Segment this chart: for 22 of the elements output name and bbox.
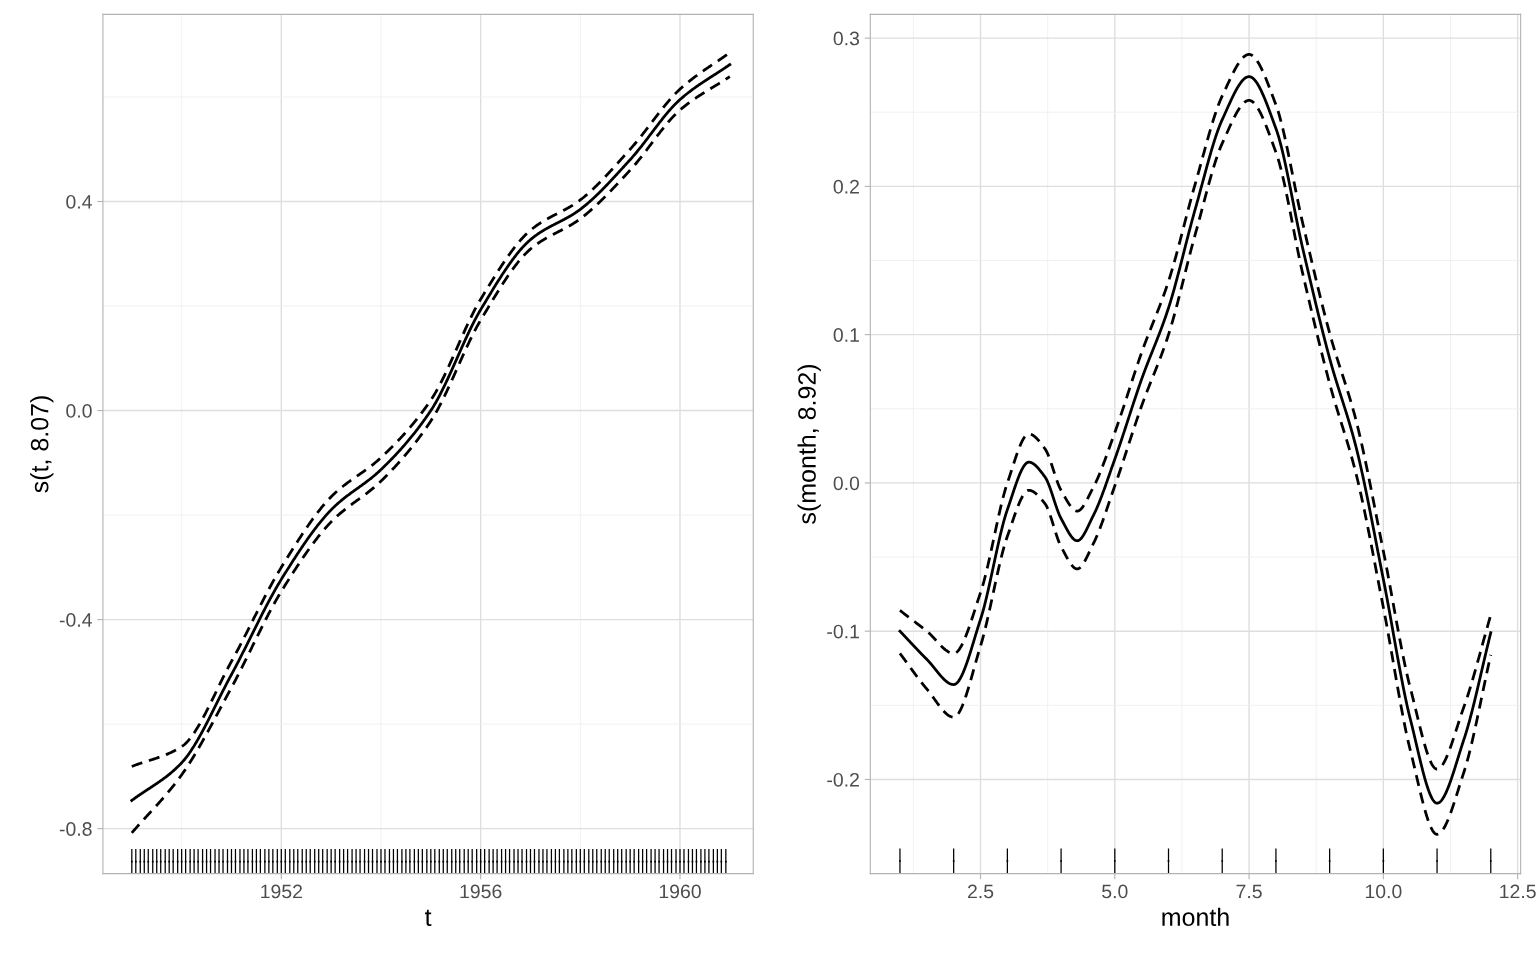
y-tick-label: -0.4 (59, 613, 92, 627)
y-tick-label: -0.2 (827, 772, 859, 787)
x-tick-label: 1952 (261, 884, 302, 899)
y-tick-label: -0.8 (59, 822, 92, 836)
x-tick-label: 1960 (659, 884, 701, 899)
x-tick-label: 7.5 (1236, 884, 1262, 899)
x-tick-label: 2.5 (967, 884, 994, 899)
x-tick-label: 12.5 (1500, 884, 1536, 899)
y-tick-label: 0.0 (833, 476, 860, 491)
y-axis-title: s(month, 8.92) (797, 364, 821, 524)
y-tick-label: -0.1 (827, 624, 859, 639)
x-tick-label: 5.0 (1102, 884, 1128, 899)
x-tick-label: 1956 (460, 884, 502, 899)
y-tick-label: 0.4 (66, 194, 92, 209)
x-tick-label: 10.0 (1365, 884, 1402, 899)
y-tick-label: 0.0 (66, 404, 92, 418)
y-tick-label: 0.3 (833, 31, 860, 46)
x-axis-title: month (1162, 907, 1229, 927)
x-axis-title: t (424, 909, 432, 927)
y-tick-label: 0.1 (833, 328, 859, 342)
y-tick-label: 0.2 (833, 179, 859, 194)
y-axis-title: s(t, 8.07) (30, 396, 54, 493)
